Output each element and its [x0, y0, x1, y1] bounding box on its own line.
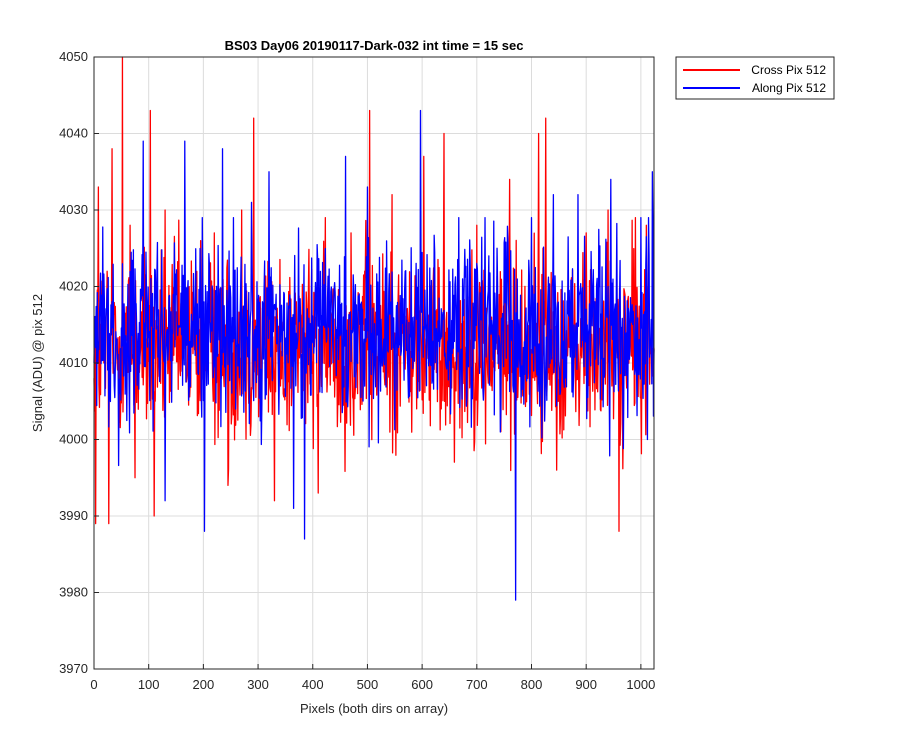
legend: Cross Pix 512 Along Pix 512 — [675, 56, 835, 100]
y-tick-label: 4030 — [59, 202, 88, 217]
chart-title: BS03 Day06 20190117-Dark-032 int time = … — [225, 38, 524, 53]
x-tick-label: 0 — [90, 677, 97, 692]
series-group — [93, 56, 655, 601]
x-tick-label: 200 — [193, 677, 215, 692]
y-tick-label: 4020 — [59, 279, 88, 294]
y-tick-label: 4040 — [59, 126, 88, 141]
plot-area: 0 100 200 300 400 500 600 700 800 900 1000 3970 3980… — [59, 49, 655, 692]
x-axis-label: Pixels (both dirs on array) — [300, 701, 448, 716]
y-tick-label: 3990 — [59, 508, 88, 523]
x-tick-label: 300 — [247, 677, 269, 692]
series-line-along-pix — [93, 109, 655, 601]
x-tick-label: 1000 — [626, 677, 655, 692]
x-tick-label: 500 — [357, 677, 379, 692]
y-tick-label: 3980 — [59, 585, 88, 600]
x-tick-label: 100 — [138, 677, 160, 692]
legend-entry-cross-pix: Cross Pix 512 — [751, 63, 826, 77]
x-tick-label: 700 — [466, 677, 488, 692]
y-tick-label: 4010 — [59, 355, 88, 370]
x-tick-label: 600 — [411, 677, 433, 692]
legend-box — [675, 56, 835, 100]
y-tick-label: 4000 — [59, 432, 88, 447]
x-tick-label: 800 — [521, 677, 543, 692]
y-tick-label: 4050 — [59, 49, 88, 64]
y-axis-label: Signal (ADU) @ pix 512 — [30, 294, 45, 432]
legend-entry-along-pix: Along Pix 512 — [752, 81, 826, 95]
x-tick-label: 400 — [302, 677, 324, 692]
axis-ticks: 0 100 200 300 400 500 600 700 800 900 1000 3970 3980… — [59, 49, 655, 692]
x-tick-label: 900 — [575, 677, 597, 692]
y-tick-label: 3970 — [59, 661, 88, 676]
